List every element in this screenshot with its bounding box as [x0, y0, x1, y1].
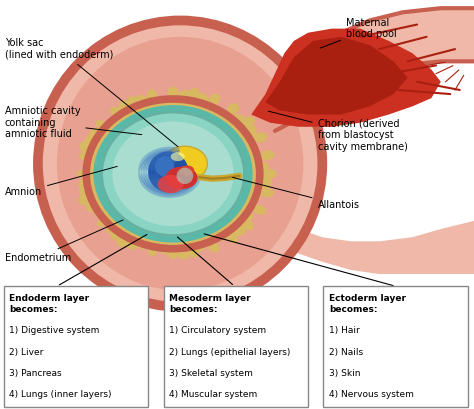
Ellipse shape: [79, 153, 90, 160]
Ellipse shape: [77, 170, 87, 178]
Polygon shape: [275, 8, 474, 131]
Text: Ectoderm layer
becomes:: Ectoderm layer becomes:: [329, 294, 406, 314]
Ellipse shape: [254, 133, 267, 143]
Ellipse shape: [260, 150, 274, 160]
Ellipse shape: [86, 204, 96, 212]
Ellipse shape: [147, 89, 157, 100]
Circle shape: [93, 105, 253, 243]
Text: 1) Hair: 1) Hair: [329, 326, 360, 335]
Ellipse shape: [260, 187, 274, 197]
Text: 2) Nails: 2) Nails: [329, 348, 363, 357]
Polygon shape: [275, 213, 474, 274]
Ellipse shape: [110, 107, 120, 116]
Ellipse shape: [176, 168, 193, 184]
Text: Yolk sac
(lined with endoderm): Yolk sac (lined with endoderm): [5, 38, 178, 147]
Ellipse shape: [128, 240, 138, 250]
Polygon shape: [78, 90, 272, 260]
Circle shape: [112, 121, 234, 226]
Text: Amnion: Amnion: [5, 166, 117, 197]
Ellipse shape: [189, 88, 200, 99]
Ellipse shape: [180, 166, 194, 176]
Text: 2) Lungs (epithelial layers): 2) Lungs (epithelial layers): [169, 348, 291, 357]
Text: 3) Pancreas: 3) Pancreas: [9, 369, 62, 378]
Text: 3) Skin: 3) Skin: [329, 369, 360, 378]
FancyBboxPatch shape: [323, 286, 468, 407]
Polygon shape: [251, 29, 441, 127]
Ellipse shape: [171, 152, 185, 161]
Ellipse shape: [263, 169, 277, 179]
FancyBboxPatch shape: [164, 286, 308, 407]
Text: 1) Digestive system: 1) Digestive system: [9, 326, 100, 335]
Ellipse shape: [227, 233, 238, 243]
Ellipse shape: [242, 220, 254, 230]
Ellipse shape: [242, 117, 255, 127]
Ellipse shape: [168, 86, 178, 98]
Text: Maternal
blood pool: Maternal blood pool: [320, 18, 397, 48]
Text: 2) Liver: 2) Liver: [9, 348, 44, 357]
Text: Endoderm layer
becomes:: Endoderm layer becomes:: [9, 294, 90, 314]
Ellipse shape: [165, 167, 198, 189]
Text: 4) Lungs (inner layers): 4) Lungs (inner layers): [9, 390, 112, 399]
Text: Amniotic cavity
containing
amniotic fluid: Amniotic cavity containing amniotic flui…: [5, 106, 142, 139]
Ellipse shape: [209, 242, 219, 252]
Text: Mesoderm layer
becomes:: Mesoderm layer becomes:: [169, 294, 251, 314]
FancyBboxPatch shape: [4, 286, 148, 407]
Text: 1) Circulatory system: 1) Circulatory system: [169, 326, 266, 335]
Polygon shape: [265, 37, 408, 115]
Ellipse shape: [253, 205, 266, 215]
Ellipse shape: [227, 103, 239, 115]
Ellipse shape: [97, 219, 107, 227]
Text: 3) Skeletal system: 3) Skeletal system: [169, 369, 253, 378]
Text: Allantois: Allantois: [233, 178, 360, 209]
Ellipse shape: [155, 156, 174, 177]
Ellipse shape: [189, 247, 199, 258]
Text: 4) Muscular system: 4) Muscular system: [169, 390, 257, 399]
Ellipse shape: [209, 94, 220, 105]
Text: Chorion (derived
from blastocyst
cavity membrane): Chorion (derived from blastocyst cavity …: [268, 111, 408, 152]
Text: Endometrium: Endometrium: [5, 220, 123, 263]
Circle shape: [102, 112, 244, 235]
Ellipse shape: [85, 135, 96, 144]
Ellipse shape: [157, 175, 183, 193]
Text: 4) Nervous system: 4) Nervous system: [329, 390, 414, 399]
Ellipse shape: [96, 120, 106, 128]
Ellipse shape: [111, 231, 121, 240]
Ellipse shape: [148, 247, 157, 256]
Ellipse shape: [148, 151, 188, 192]
Ellipse shape: [162, 146, 207, 181]
Ellipse shape: [38, 20, 322, 307]
Ellipse shape: [79, 188, 90, 195]
Ellipse shape: [128, 96, 137, 106]
Ellipse shape: [168, 249, 178, 259]
Ellipse shape: [57, 37, 303, 290]
